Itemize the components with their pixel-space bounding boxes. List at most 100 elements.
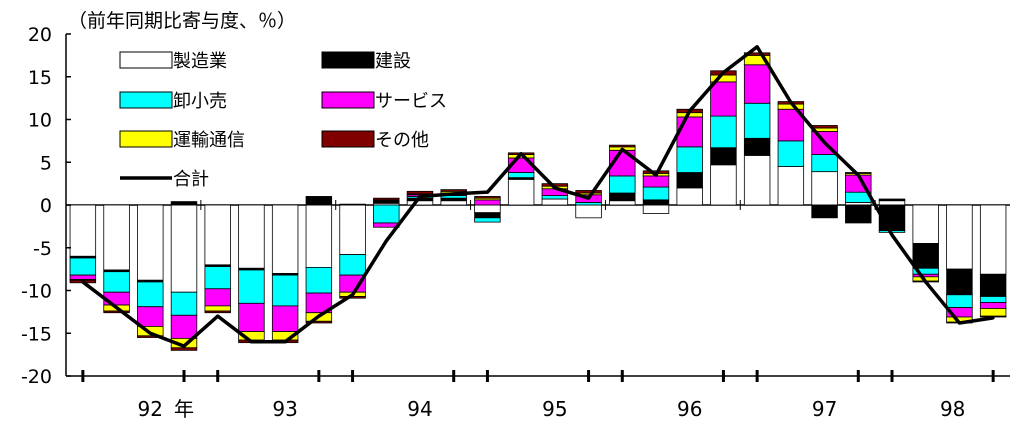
bar-segment-1 [710,147,737,166]
legend-swatch [119,130,173,148]
bar-segment-2 [777,140,805,167]
y-tick-label: -10 [21,281,52,303]
total-line-point [688,109,692,113]
bar-segment-1 [170,201,198,206]
total-line [81,45,994,348]
x-tick-label: 97 [812,397,837,421]
bar-segment-4 [979,308,1007,317]
bar-segment-5 [743,52,771,56]
bar-segment-3 [271,305,299,332]
y-tick-label: 15 [28,67,52,89]
legend-swatch [321,51,375,69]
legend-label: サービス [375,91,447,112]
bar-segment-2 [710,115,737,149]
total-line-point [924,280,928,284]
y-tick-label: -15 [21,323,52,345]
bar-segment-3 [170,314,198,339]
bar-segment-5 [204,310,231,314]
bar-segment-0 [609,200,636,206]
bar-segment-1 [845,204,872,224]
bar-segment-2 [271,274,299,307]
bar-segment-2 [642,186,670,201]
unit-note: （前年同期比寄与度、％） [68,10,297,32]
bar-segment-1 [743,137,771,156]
legend-label: 卸小売 [173,91,227,112]
bars-layer [69,52,1007,351]
total-line-point [216,314,220,318]
x-tick-label: 94 [407,397,432,421]
legend-swatch [321,130,375,148]
bar-segment-5 [811,125,838,129]
bar-segment-5 [474,196,501,199]
bar-segment-2 [946,294,973,308]
bar-segment-0 [575,204,602,219]
total-line-point [587,196,591,200]
bar-segment-2 [474,217,501,223]
y-tick-label: 5 [40,152,52,174]
bar-segment-1 [339,203,366,206]
total-line-point [789,100,793,104]
bar-segment-2 [743,102,771,139]
bar-segment-2 [238,269,265,304]
bar-segment-0 [406,200,434,206]
bar-segment-5 [373,197,400,201]
bar-segment-2 [305,267,333,294]
bar-segment-2 [507,172,535,179]
bar-segment-1 [474,212,501,219]
bar-segment-0 [710,164,737,206]
bar-segment-1 [305,196,333,206]
bar-segment-3 [204,288,231,307]
total-line-point [654,173,658,177]
bar-segment-0 [811,171,838,206]
y-tick-label: -5 [33,238,52,260]
bar-segment-0 [777,166,805,206]
bar-segment-0 [69,204,97,257]
y-tick-label: 20 [28,24,52,46]
bar-segment-0 [912,204,939,244]
x-tick-label: 年 [174,397,194,421]
bar-segment-5 [609,144,636,148]
total-line-point [620,147,624,151]
bar-segment-3 [676,116,703,148]
legend-swatch [119,51,173,69]
x-tick-label: 98 [940,397,965,421]
legend-label: 合計 [173,169,209,190]
bar-segment-0 [946,204,973,270]
bar-segment-5 [878,198,906,201]
bar-segment-2 [541,195,569,200]
legend-label: 製造業 [173,51,227,72]
bar-segment-3 [710,81,737,117]
x-tick-label: 93 [272,397,297,421]
total-line-point [81,280,85,284]
total-line-point [991,316,995,320]
bar-segment-1 [946,268,973,296]
bar-segment-3 [979,302,1007,309]
bar-segment-5 [103,310,130,314]
bar-segment-1 [676,172,703,189]
bar-segment-0 [339,204,366,255]
bar-segment-5 [440,189,467,192]
total-line-point [856,173,860,177]
bar-segment-1 [609,192,636,202]
total-line-layer [81,45,995,348]
total-line-point [317,314,321,318]
total-line-point [721,70,725,74]
bar-segment-2 [373,204,400,224]
total-line-point [418,194,422,198]
total-line-point [823,141,827,145]
bar-segment-4 [204,305,231,312]
total-line-point [115,306,119,310]
bar-segment-0 [676,187,703,206]
bar-segment-2 [170,291,198,316]
total-line-point [957,321,961,325]
y-tick-label: -20 [21,366,52,388]
bar-segment-1 [373,199,400,204]
legend-label: その他 [375,130,429,151]
bar-segment-0 [743,155,771,206]
bar-segment-0 [541,198,569,206]
bar-segment-0 [137,204,164,281]
x-tick-label: 92 [138,397,163,421]
total-line-point [351,293,355,297]
